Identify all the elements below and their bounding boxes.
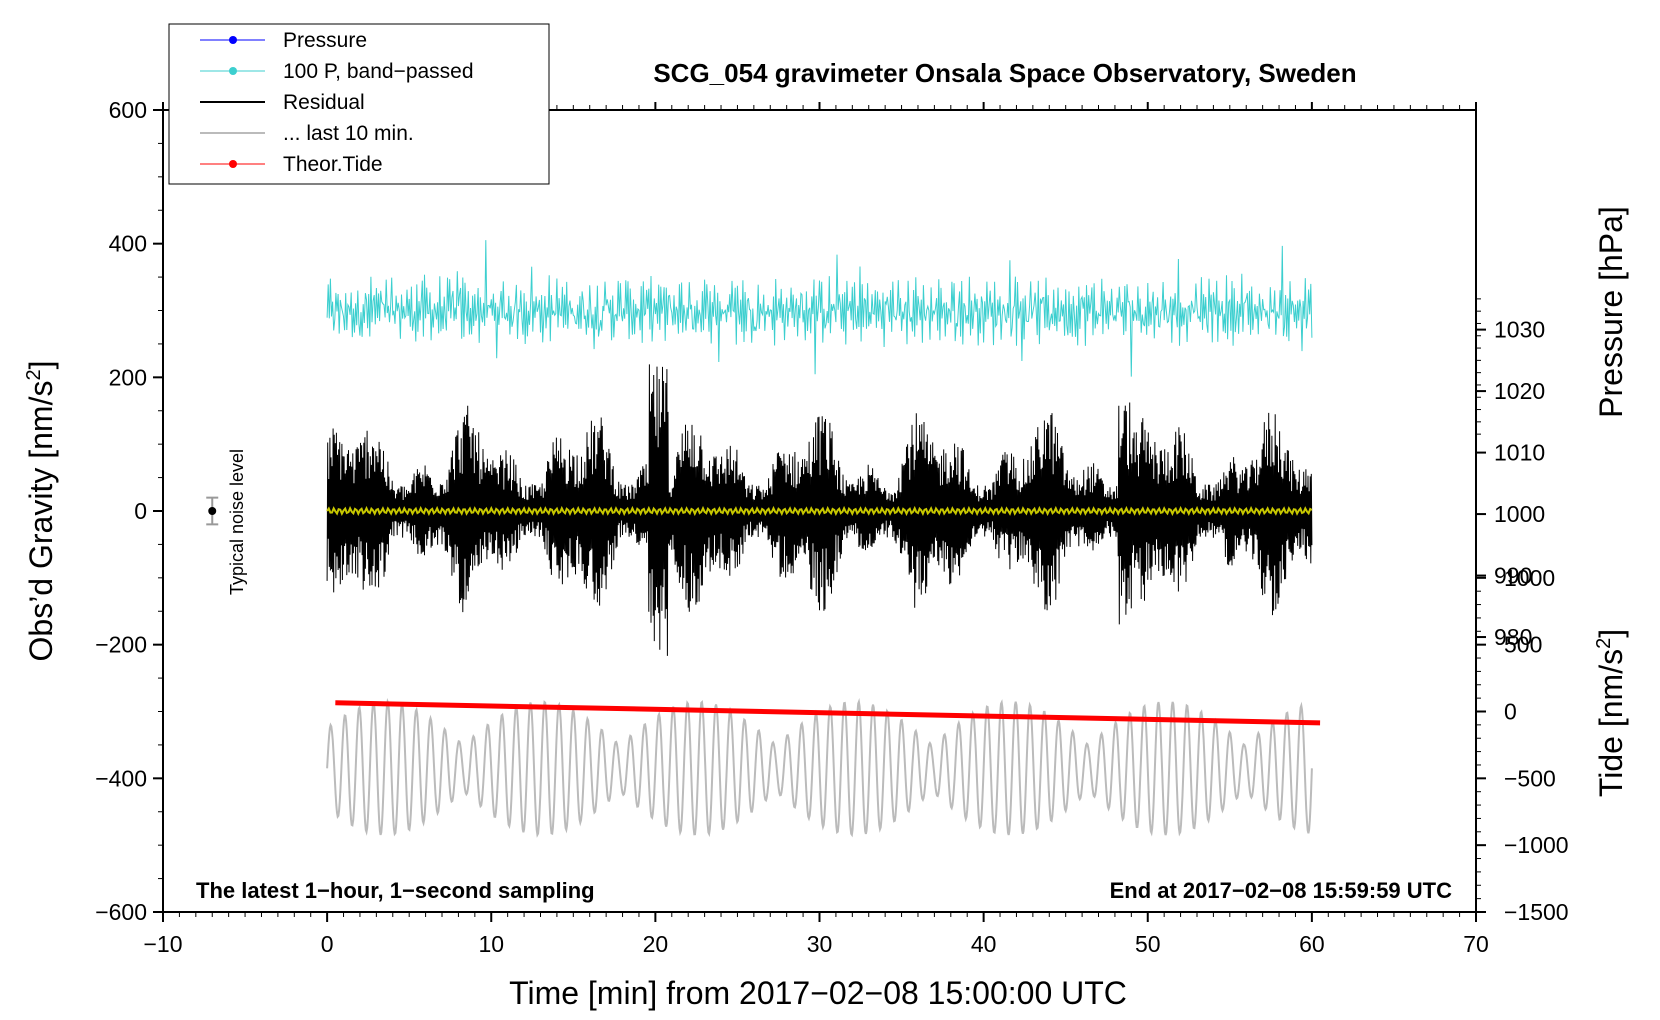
tide-tick-label: −500 xyxy=(1504,765,1556,791)
tide-tick-label: 500 xyxy=(1504,632,1542,658)
x-tick-label: 20 xyxy=(643,931,669,957)
x-tick-label: 70 xyxy=(1463,931,1489,957)
series-last-10-min-line xyxy=(326,697,1313,838)
tide-label-sup: 2 xyxy=(1593,638,1615,649)
tide-tick-label: 0 xyxy=(1504,699,1517,725)
pressure-axis-ticks: 980 990 1000 1010 1020 1030 xyxy=(1476,298,1545,650)
minor-ticks xyxy=(158,105,1461,917)
x-axis-ticks: −10 0 10 20 30 40 50 60 70 xyxy=(143,102,1489,957)
tide-axis-ticks: −1500 −1000 −500 0 500 1000 xyxy=(1476,565,1569,925)
x-tick-label: 30 xyxy=(807,931,833,957)
y-left-tick-label: −400 xyxy=(95,765,147,791)
y-axis-left-ticks: −600 −400 −200 0 200 400 600 xyxy=(95,97,163,925)
pressure-tick-label: 1030 xyxy=(1494,317,1545,343)
y-left-tick-label: 0 xyxy=(134,498,147,524)
tide-axis-label: Tide [nm/s2] xyxy=(1593,629,1629,797)
x-tick-label: 50 xyxy=(1135,931,1161,957)
chart-title: SCG_054 gravimeter Onsala Space Observat… xyxy=(653,58,1356,88)
series-bandpassed-pressure-line xyxy=(326,240,1313,377)
legend-marker xyxy=(229,160,237,168)
legend-marker xyxy=(229,36,237,44)
pressure-tick-label: 1010 xyxy=(1494,440,1545,466)
legend-label: ... last 10 min. xyxy=(283,122,414,145)
y-left-tick-label: 200 xyxy=(109,364,147,390)
x-axis-label: Time [min] from 2017−02−08 15:00:00 UTC xyxy=(509,975,1127,1011)
series-theoretical-tide-line xyxy=(335,700,1321,726)
tide-tick-label: 1000 xyxy=(1504,565,1555,591)
y-left-label-main: Obs’d Gravity [nm/s xyxy=(23,381,59,662)
annotation-end-time: End at 2017−02−08 15:59:59 UTC xyxy=(1110,878,1453,903)
legend-label: Pressure xyxy=(283,29,367,52)
x-tick-label: 0 xyxy=(321,931,334,957)
pressure-tick-label: 990 xyxy=(1494,563,1532,589)
noise-level-label: Typical noise level xyxy=(227,449,247,595)
y-left-label-close: ] xyxy=(23,361,59,370)
legend-label: Theor.Tide xyxy=(283,153,383,176)
pressure-tick-label: 1020 xyxy=(1494,378,1545,404)
y-axis-left-label: Obs’d Gravity [nm/s2] xyxy=(23,361,59,662)
tide-tick-label: −1500 xyxy=(1504,899,1569,925)
pressure-tick-label: 1000 xyxy=(1494,501,1545,527)
legend-marker xyxy=(229,67,237,75)
pressure-axis-label: Pressure [hPa] xyxy=(1593,206,1629,418)
x-tick-label: 10 xyxy=(478,931,504,957)
series-residual-smoothed-line xyxy=(326,505,1313,517)
noise-point xyxy=(208,507,217,515)
y-left-tick-label: −600 xyxy=(95,899,147,925)
tide-label-main: Tide [nm/s xyxy=(1593,649,1629,797)
legend-label: 100 P, band−passed xyxy=(283,60,474,83)
legend: Pressure 100 P, band−passed Residual ... la… xyxy=(168,23,550,185)
y-left-tick-label: 600 xyxy=(109,97,147,123)
y-left-tick-label: −200 xyxy=(95,632,147,658)
noise-level-marker xyxy=(206,496,219,526)
legend-box xyxy=(168,23,550,185)
x-tick-label: −10 xyxy=(143,931,182,957)
series-residual-line xyxy=(326,364,1313,656)
y-left-label-sup: 2 xyxy=(23,369,45,380)
pressure-tick-label: 980 xyxy=(1494,624,1532,650)
x-tick-label: 60 xyxy=(1299,931,1325,957)
tide-tick-label: −1000 xyxy=(1504,832,1569,858)
annotation-sampling: The latest 1−hour, 1−second sampling xyxy=(196,878,595,903)
y-left-tick-label: 400 xyxy=(109,231,147,257)
legend-label: Residual xyxy=(283,91,365,114)
x-tick-label: 40 xyxy=(971,931,997,957)
tide-label-close: ] xyxy=(1593,629,1629,638)
